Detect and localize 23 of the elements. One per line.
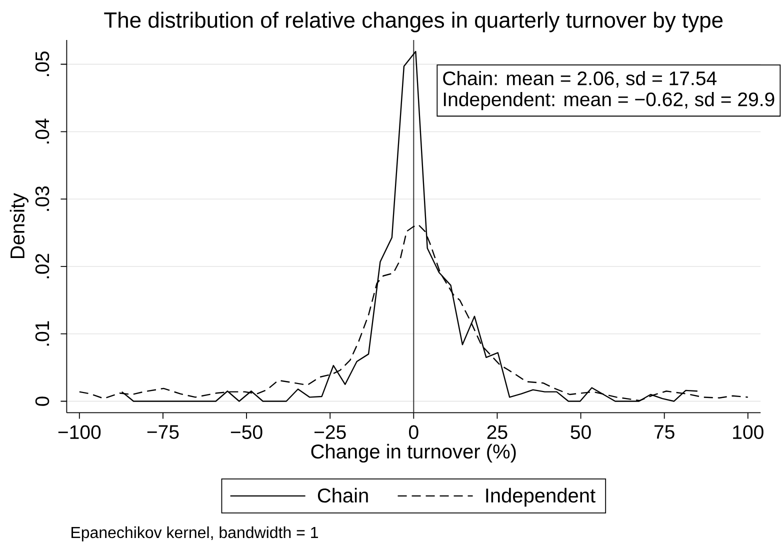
x-tick-label: −25 bbox=[314, 425, 346, 440]
annotation: Chain: mean = 2.06, sd = 17.54 bbox=[443, 70, 717, 88]
x-tick-label: −100 bbox=[58, 425, 101, 440]
y-tick-label: .05 bbox=[35, 52, 50, 76]
legend-label: Chain bbox=[318, 488, 368, 503]
legend-label: Independent bbox=[486, 488, 596, 507]
x-tick-label: 0 bbox=[409, 425, 418, 440]
y-tick-label: .03 bbox=[35, 186, 50, 211]
x-axis-title: Change in turnover (%) bbox=[311, 444, 516, 463]
text: Epanechikov kernel, bandwidth = 1 bbox=[72, 526, 318, 542]
chart-title: The distribution of relative changes in quarterly turnover by type bbox=[104, 12, 723, 32]
annotation: Independent: mean = −0.62, sd = 29.9 bbox=[444, 92, 774, 110]
x-tick-label: 25 bbox=[487, 425, 508, 440]
x-tick-label: 100 bbox=[733, 425, 764, 440]
y-axis-title: Density bbox=[10, 193, 28, 258]
y-tick-label: .02 bbox=[35, 254, 50, 278]
y-tick-label: 0 bbox=[35, 396, 50, 406]
y-tick-label: .01 bbox=[35, 321, 50, 346]
x-tick-label: −50 bbox=[230, 425, 262, 440]
y-tick-label: .04 bbox=[35, 118, 50, 144]
x-tick-label: 75 bbox=[654, 425, 674, 439]
x-tick-label: 50 bbox=[570, 425, 591, 440]
x-tick-label: −75 bbox=[147, 425, 179, 439]
